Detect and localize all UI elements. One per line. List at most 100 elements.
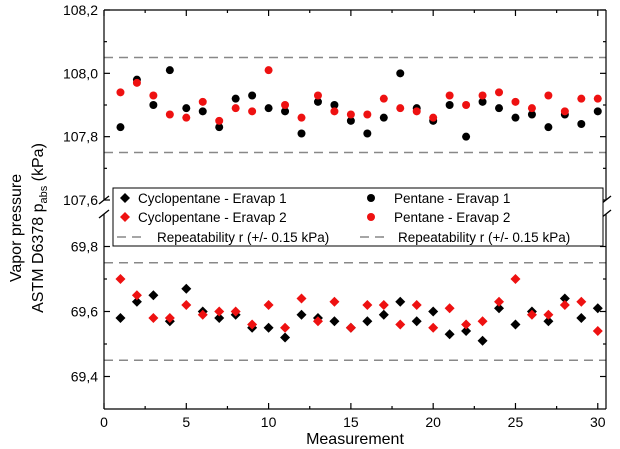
x-tick-label-5: 5: [182, 414, 190, 430]
point-series2-8: [231, 94, 240, 103]
point-series1-10: [263, 300, 274, 310]
y-lower-tick-label-1: 69,6: [71, 304, 98, 320]
x-tick-label-20: 20: [425, 414, 441, 430]
point-series3-12: [297, 113, 306, 122]
point-series1-25: [510, 274, 521, 284]
point-series3-10: [264, 66, 273, 75]
point-series1-28: [559, 300, 570, 310]
y-upper-tick-label-3: 108,2: [63, 2, 98, 18]
point-series0-1: [115, 313, 126, 323]
point-series3-17: [379, 94, 388, 103]
point-series3-6: [198, 97, 207, 106]
point-series1-16: [362, 300, 373, 310]
point-series0-30: [592, 303, 603, 314]
data-points: [115, 66, 603, 346]
point-series0-28: [559, 293, 570, 304]
point-series0-23: [477, 335, 488, 346]
point-series3-2: [132, 78, 141, 87]
point-series2-24: [495, 104, 504, 113]
point-series3-22: [462, 101, 471, 109]
legend-marker-pentane-1: [367, 194, 375, 202]
x-tick-label-10: 10: [261, 414, 277, 430]
point-series1-30: [592, 326, 603, 336]
point-series3-14: [330, 107, 339, 116]
point-series1-27: [543, 309, 554, 320]
ticks: 0 5 10 15 20 25 30 107,6 107,8 108,0 108,2 69,4 69,6…: [63, 2, 606, 430]
repeatability-lines: [104, 56, 606, 362]
point-series3-26: [527, 104, 536, 113]
legend-box: [112, 187, 604, 247]
x-axis-title: Measurement: [306, 431, 404, 448]
point-series1-6: [197, 309, 208, 320]
point-series3-8: [231, 104, 240, 113]
point-series2-3: [149, 101, 158, 109]
point-series3-27: [544, 91, 553, 100]
point-series3-3: [149, 91, 158, 100]
y-lower-tick-label-0: 69,4: [71, 369, 98, 385]
point-series0-7: [214, 313, 225, 323]
point-series2-11: [281, 107, 290, 116]
point-series3-7: [215, 116, 224, 125]
point-series2-4: [165, 66, 174, 75]
point-series3-18: [396, 104, 405, 113]
point-series2-15: [346, 116, 355, 125]
point-series2-22: [462, 132, 471, 141]
point-series0-17: [378, 309, 389, 320]
point-series3-9: [248, 107, 257, 116]
y-axis-title-main: ASTM D6378 p: [30, 203, 47, 312]
legend-label-pentane-2: Pentane - Eravap 2: [394, 210, 510, 225]
point-series1-14: [329, 296, 340, 307]
legend-marker-cyclopentane-1: [120, 193, 130, 203]
x-tick-label-25: 25: [508, 414, 524, 430]
legend-label-repeatability-1: Repeatability r (+/- 0.15 kPa): [157, 230, 329, 245]
point-series1-1: [115, 274, 126, 284]
point-series0-5: [181, 283, 192, 294]
point-series1-18: [395, 319, 406, 330]
point-series0-14: [329, 316, 340, 327]
point-series1-17: [378, 300, 389, 310]
point-series1-3: [148, 313, 159, 323]
point-series2-25: [511, 113, 520, 122]
point-series2-26: [527, 110, 536, 119]
x-tick-label-15: 15: [343, 414, 359, 430]
point-series2-18: [396, 69, 405, 78]
point-series1-19: [411, 300, 422, 310]
point-series2-7: [215, 123, 224, 132]
point-series1-8: [230, 306, 241, 317]
point-series2-6: [198, 107, 207, 116]
legend-label-pentane-1: Pentane - Eravap 1: [394, 191, 510, 206]
point-series3-19: [412, 107, 421, 116]
point-series3-20: [429, 113, 438, 122]
point-series1-26: [526, 309, 537, 320]
point-series1-24: [494, 296, 505, 307]
point-series2-16: [363, 129, 372, 138]
point-series1-12: [296, 293, 307, 304]
x-tick-label-30: 30: [590, 414, 606, 430]
legend-label-cyclopentane-2: Cyclopentane - Eravap 2: [138, 210, 287, 225]
point-series0-27: [543, 316, 554, 327]
y-upper-tick-label-2: 108,0: [63, 65, 98, 81]
y-lower-tick-label-2: 69,8: [71, 239, 98, 255]
break-mark-0-b: [98, 209, 110, 219]
point-series3-15: [346, 110, 355, 119]
point-series1-22: [461, 319, 472, 330]
point-series2-30: [593, 107, 602, 116]
point-series2-17: [379, 113, 388, 122]
point-series3-4: [165, 110, 174, 119]
point-series0-11: [280, 332, 291, 343]
point-series2-23: [478, 97, 487, 106]
point-series1-13: [312, 316, 323, 327]
point-series2-21: [445, 101, 454, 109]
point-series1-5: [181, 300, 192, 310]
point-series0-10: [263, 322, 274, 333]
point-series3-13: [313, 91, 322, 100]
legend-label-cyclopentane-1: Cyclopentane - Eravap 1: [138, 191, 287, 206]
point-series0-22: [461, 326, 472, 336]
point-series1-29: [576, 296, 587, 307]
point-series0-25: [510, 319, 521, 330]
x-tick-label-0: 0: [100, 414, 108, 430]
break-mark-0-a: [98, 195, 110, 205]
point-series0-29: [576, 313, 587, 323]
point-series3-30: [593, 94, 602, 103]
